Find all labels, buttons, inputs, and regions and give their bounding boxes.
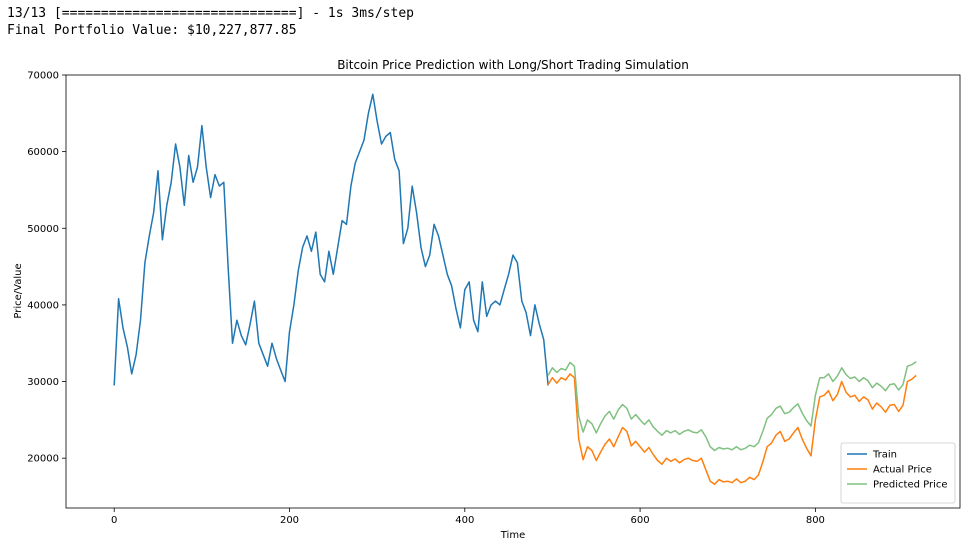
progress-line: 13/13 [==============================] -…: [7, 6, 414, 21]
y-tick-label-4: 60000: [27, 147, 59, 158]
series-line-0: [113, 93, 549, 386]
console-output: 13/13 [==============================] -…: [7, 5, 414, 39]
y-tick-label-5: 70000: [27, 71, 59, 82]
legend-label-1: Actual Price: [873, 465, 932, 476]
legend-label-2: Predicted Price: [873, 480, 948, 491]
chart-title: Bitcoin Price Prediction with Long/Short…: [337, 58, 689, 72]
x-tick-label-4: 800: [806, 515, 825, 526]
x-tick-label-2: 400: [455, 515, 474, 526]
y-tick-label-1: 30000: [27, 377, 59, 388]
series-line-1: [547, 373, 917, 485]
legend-label-0: Train: [872, 450, 897, 461]
x-axis-label: Time: [500, 530, 525, 541]
x-tick-label-3: 600: [631, 515, 650, 526]
portfolio-value-line: Final Portfolio Value: $10,227,877.85: [7, 23, 297, 38]
y-axis-label: Price/Value: [13, 263, 24, 318]
y-axis-ticks: 20000 30000 40000 50000 60000 70000: [27, 71, 66, 465]
series-layer: [113, 93, 917, 485]
series-line-2: [547, 360, 917, 452]
x-axis-ticks: 0 200 400 600 800: [111, 508, 825, 526]
legend: Train Actual Price Predicted Price: [840, 442, 956, 504]
plot-frame: [65, 74, 961, 509]
x-tick-label-1: 200: [280, 515, 299, 526]
legend-box: [840, 442, 956, 504]
y-tick-label-0: 20000: [27, 454, 59, 465]
y-tick-label-2: 40000: [27, 300, 59, 311]
x-tick-label-0: 0: [111, 515, 117, 526]
y-tick-label-3: 50000: [27, 224, 59, 235]
